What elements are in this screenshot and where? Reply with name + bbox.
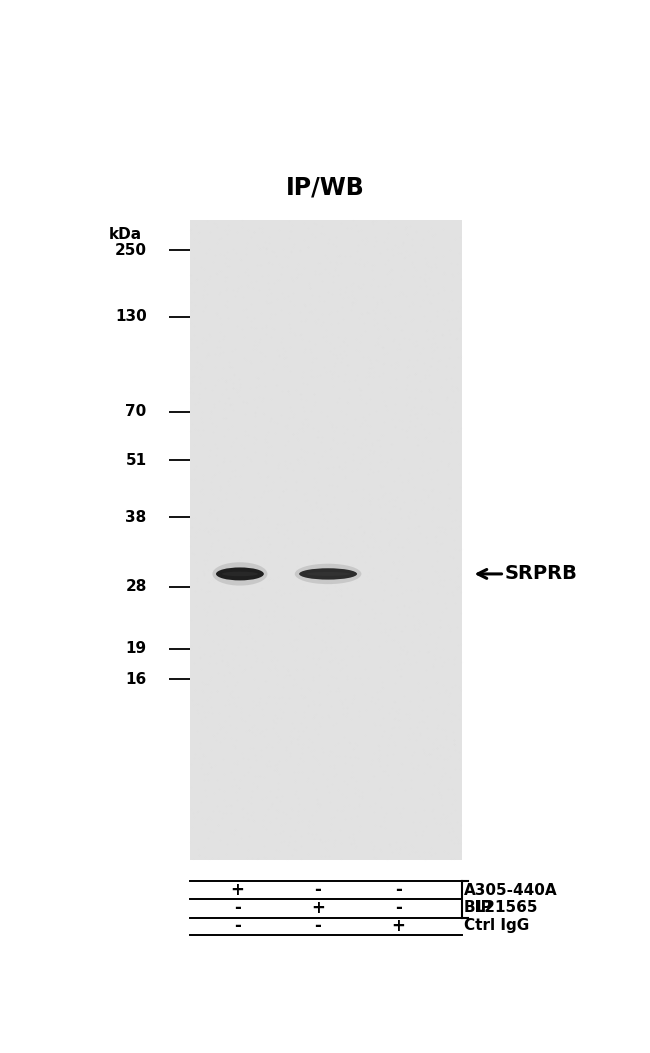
Text: -: - [315, 881, 322, 899]
Ellipse shape [295, 563, 361, 584]
Text: SRPRB: SRPRB [504, 564, 577, 583]
Ellipse shape [216, 568, 264, 580]
Text: -: - [234, 917, 241, 935]
Text: IP: IP [475, 900, 492, 915]
Text: kDa: kDa [109, 226, 142, 242]
Text: +: + [392, 917, 406, 935]
Text: -: - [395, 899, 402, 917]
Ellipse shape [299, 569, 357, 579]
Text: +: + [231, 881, 244, 899]
Text: +: + [311, 899, 325, 917]
Text: 51: 51 [125, 453, 147, 468]
Text: 16: 16 [125, 672, 147, 687]
Text: 38: 38 [125, 510, 147, 524]
Bar [190, 220, 462, 860]
Text: Ctrl IgG: Ctrl IgG [464, 918, 529, 933]
Text: 70: 70 [125, 404, 147, 419]
Text: 130: 130 [115, 310, 147, 324]
Text: IP/WB: IP/WB [286, 175, 365, 199]
Text: -: - [234, 899, 241, 917]
Ellipse shape [213, 562, 267, 585]
Text: -: - [395, 881, 402, 899]
Text: A305-440A: A305-440A [464, 882, 558, 897]
Text: 19: 19 [125, 641, 147, 656]
Ellipse shape [306, 572, 350, 576]
Text: 28: 28 [125, 579, 147, 594]
Text: 250: 250 [115, 243, 147, 258]
Ellipse shape [222, 572, 258, 576]
Text: BL21565: BL21565 [464, 900, 539, 915]
Text: -: - [315, 917, 322, 935]
